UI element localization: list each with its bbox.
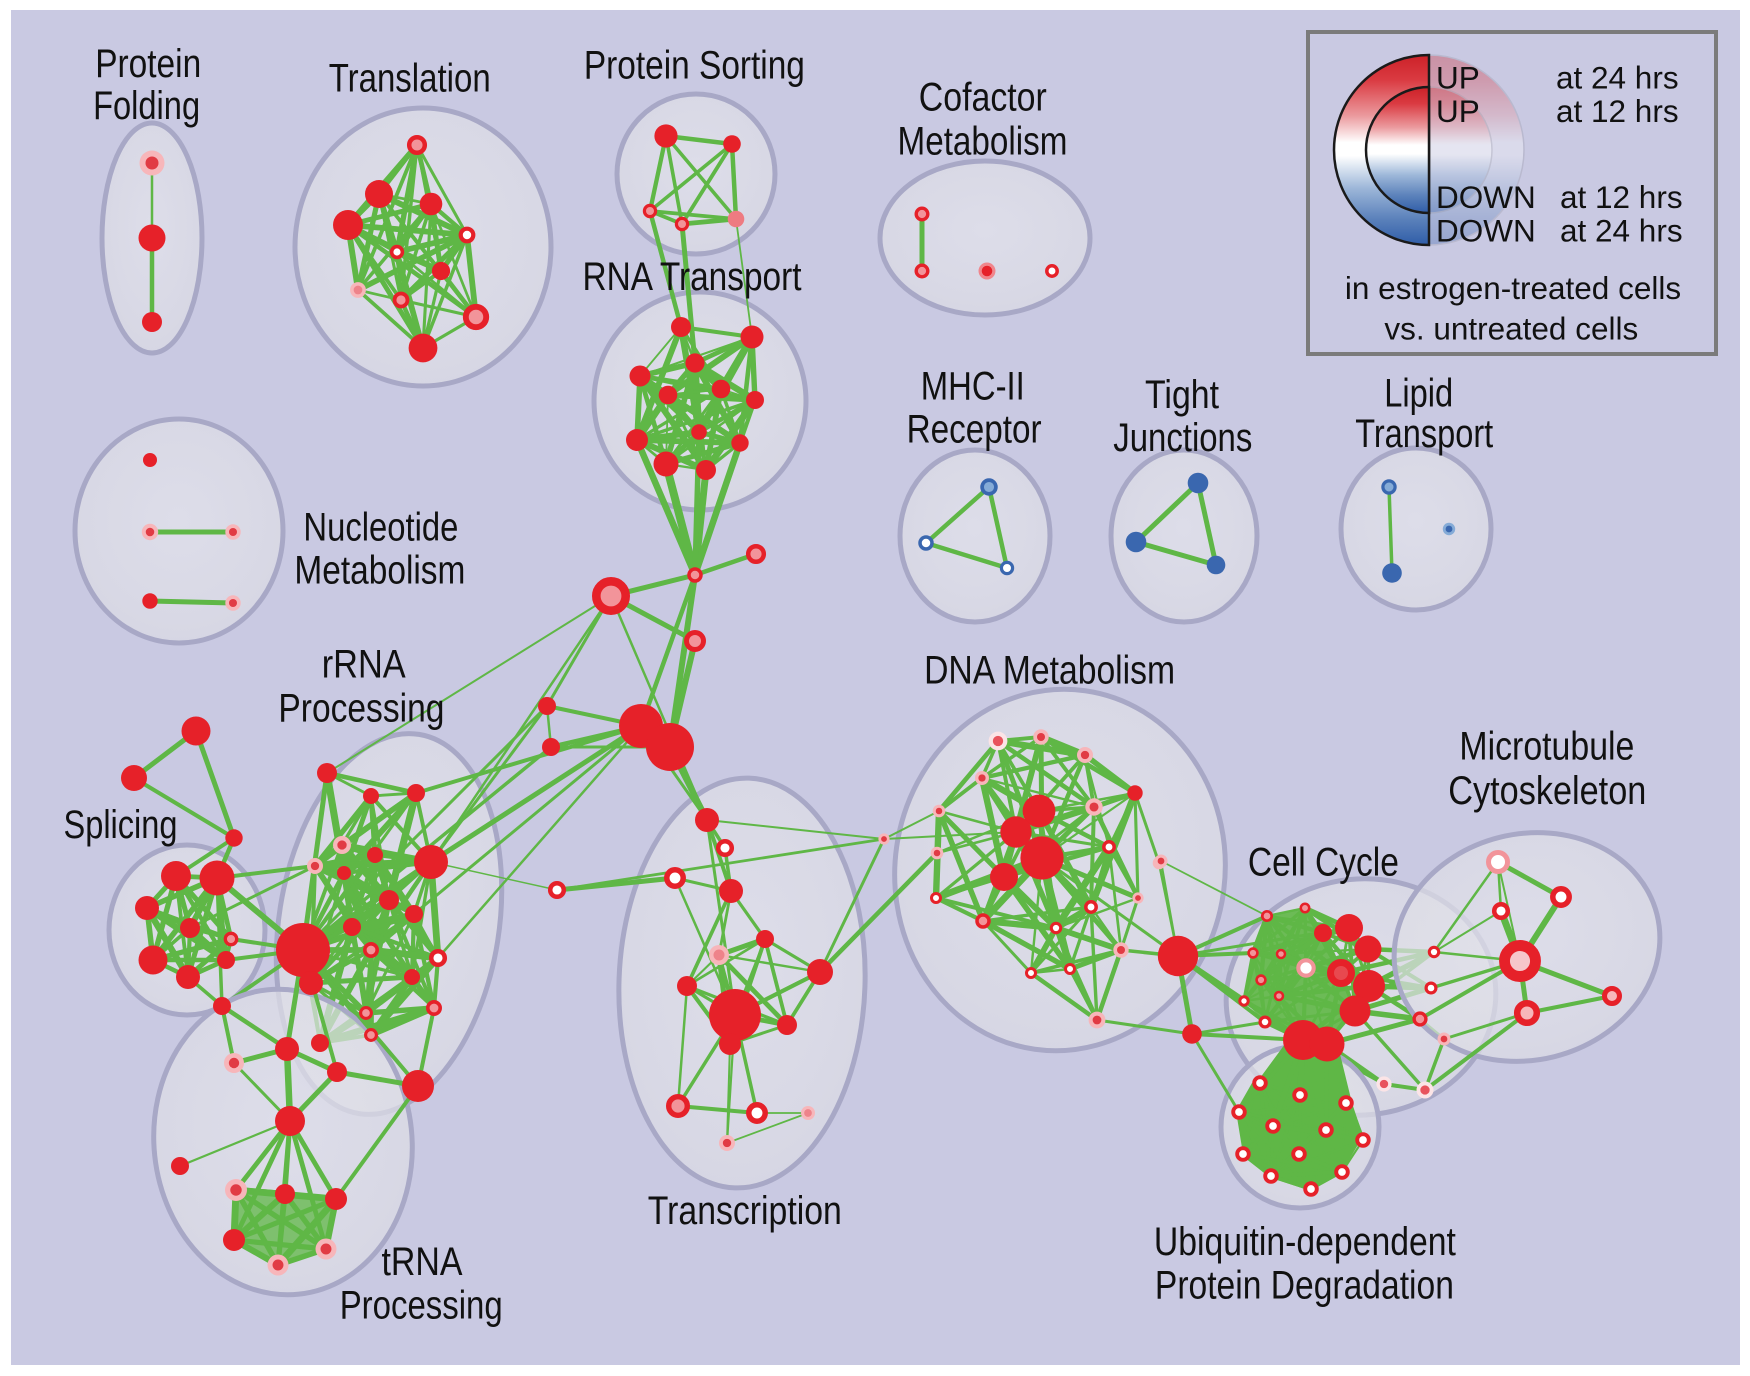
svg-text:MHC-II: MHC-II [921,365,1025,409]
svg-text:Translation: Translation [329,57,491,101]
svg-text:at 12 hrs: at 12 hrs [1556,93,1679,129]
svg-text:Lipid: Lipid [1384,372,1453,416]
svg-text:Splicing: Splicing [64,803,178,847]
svg-text:tRNA: tRNA [382,1240,463,1284]
svg-text:Nucleotide: Nucleotide [303,505,458,549]
svg-text:Microtubule: Microtubule [1459,724,1634,768]
svg-text:Protein Degradation: Protein Degradation [1155,1263,1454,1307]
svg-text:Processing: Processing [340,1284,503,1328]
svg-text:Cell Cycle: Cell Cycle [1248,841,1399,885]
svg-text:Transcription: Transcription [648,1189,842,1233]
svg-text:Protein: Protein [95,42,201,86]
svg-text:DNA Metabolism: DNA Metabolism [924,649,1175,693]
svg-text:Junctions: Junctions [1113,416,1252,460]
svg-text:in estrogen-treated cells: in estrogen-treated cells [1345,270,1681,306]
svg-text:at 24 hrs: at 24 hrs [1556,60,1679,96]
svg-text:Transport: Transport [1355,412,1493,456]
svg-text:Metabolism: Metabolism [294,549,465,593]
svg-text:Processing: Processing [278,687,444,731]
svg-text:Cytoskeleton: Cytoskeleton [1448,769,1646,813]
svg-text:rRNA: rRNA [322,643,406,687]
svg-text:vs. untreated cells: vs. untreated cells [1384,310,1638,346]
svg-text:RNA Transport: RNA Transport [583,255,802,299]
svg-text:at 12 hrs: at 12 hrs [1560,179,1683,215]
svg-text:Ubiquitin-dependent: Ubiquitin-dependent [1154,1220,1456,1264]
svg-text:DOWN: DOWN [1436,179,1536,215]
svg-text:UP: UP [1436,93,1480,129]
svg-text:Cofactor: Cofactor [919,75,1047,119]
svg-text:DOWN: DOWN [1436,213,1536,249]
svg-text:at 24 hrs: at 24 hrs [1560,213,1683,249]
svg-text:Receptor: Receptor [907,407,1042,451]
svg-text:Tight: Tight [1145,373,1219,417]
svg-text:UP: UP [1436,60,1480,96]
svg-text:Protein Sorting: Protein Sorting [584,44,805,88]
svg-text:Metabolism: Metabolism [898,119,1068,163]
svg-text:Folding: Folding [93,84,200,128]
